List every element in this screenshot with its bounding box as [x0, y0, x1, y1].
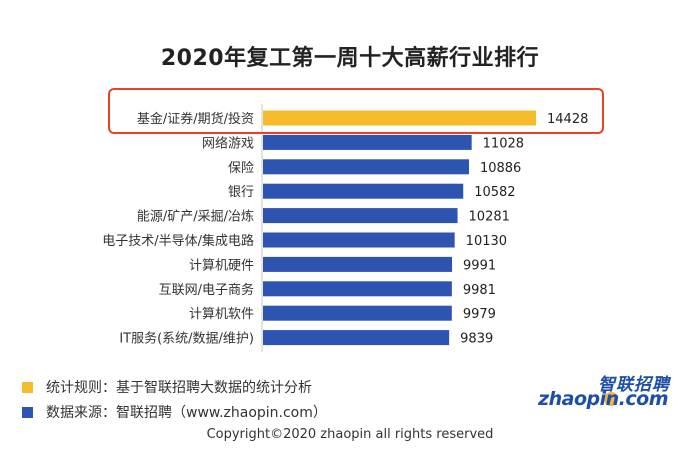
legend-source-text: 数据来源：智联招聘（www.zhaopin.com）	[46, 405, 327, 421]
category-label: 计算机软件	[189, 307, 254, 322]
legend-source: 数据来源：智联招聘（www.zhaopin.com）	[22, 402, 327, 422]
value-label: 9991	[463, 258, 496, 273]
value-label: 9839	[460, 332, 493, 347]
bar	[263, 183, 464, 199]
category-label: 网络游戏	[202, 135, 254, 151]
legend-swatch-yellow	[22, 381, 33, 393]
copyright: Copyright©2020 zhaopin all rights reserv…	[206, 427, 494, 442]
logo-cn-text: 智联招聘	[598, 375, 670, 395]
legend-swatch-blue	[22, 406, 33, 418]
value-label: 11028	[483, 136, 524, 151]
value-label: 10582	[474, 185, 515, 200]
value-label: 10886	[480, 161, 521, 176]
value-label: 9981	[463, 283, 496, 298]
highlight-frame	[108, 88, 604, 134]
bar	[263, 330, 450, 346]
bar	[263, 256, 453, 272]
category-label: 互联网/电子商务	[159, 282, 254, 298]
chart-title: 2020年复工第一周十大高薪行业排行	[160, 46, 540, 71]
value-label: 14428	[547, 112, 588, 127]
bar	[263, 305, 452, 321]
category-label: 电子技术/半导体/集成电路	[102, 233, 254, 249]
category-label: 银行	[228, 185, 254, 200]
bar	[263, 232, 455, 248]
bar	[263, 134, 472, 150]
value-label: 10130	[466, 234, 507, 249]
bar	[263, 159, 469, 175]
legend-rule-text: 统计规则：基于智联招聘大数据的统计分析	[46, 380, 312, 396]
category-label: 保险	[228, 161, 254, 176]
bar	[263, 208, 458, 224]
bar	[263, 281, 452, 297]
category-label: 基金/证券/期货/投资	[137, 111, 254, 127]
logo-en-text: zhaopin.com	[538, 388, 668, 410]
legend-rule: 统计规则：基于智联招聘大数据的统计分析	[22, 377, 312, 397]
category-label: IT服务(系统/数据/维护)	[119, 331, 254, 347]
value-label: 10281	[469, 210, 510, 225]
category-label: 计算机硬件	[189, 258, 254, 273]
logo-dot-icon	[604, 392, 618, 406]
zhaopin-logo: 智联招聘 zhaopin.com	[538, 370, 680, 414]
value-label: 9979	[463, 307, 496, 322]
category-label: 能源/矿产/采掘/冶炼	[137, 210, 254, 225]
bar	[263, 110, 536, 126]
